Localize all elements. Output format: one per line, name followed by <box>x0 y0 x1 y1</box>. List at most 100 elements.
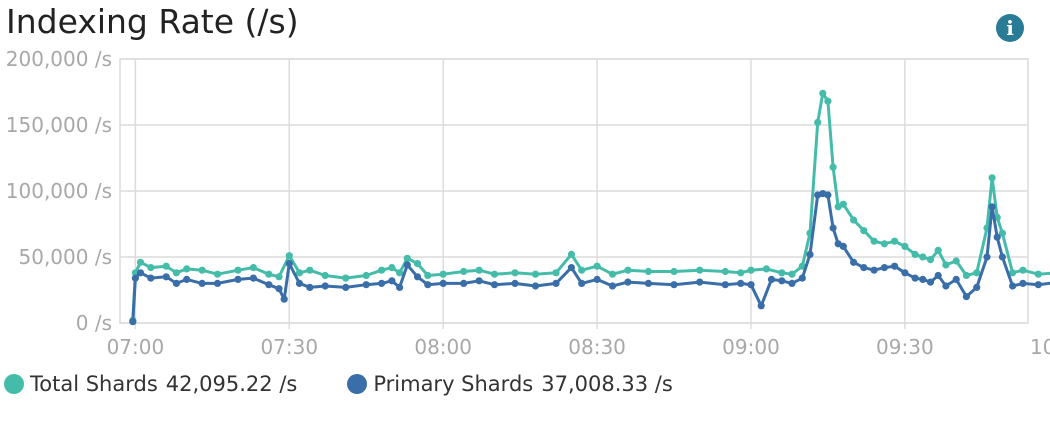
data-point-primary-shards <box>608 282 617 290</box>
x-tick-label: 08:00 <box>414 335 472 359</box>
data-point-total-shards <box>696 266 704 274</box>
legend-value-total: 42,095.22 /s <box>165 372 298 396</box>
data-point-primary-shards <box>131 274 139 282</box>
data-point-primary-shards <box>962 293 971 301</box>
data-point-primary-shards <box>593 275 601 283</box>
data-point-total-shards <box>593 262 601 270</box>
data-point-total-shards <box>136 258 145 266</box>
data-point-total-shards <box>172 269 180 277</box>
data-point-primary-shards <box>1034 281 1042 289</box>
data-point-primary-shards <box>439 279 447 287</box>
data-point-total-shards <box>162 262 170 270</box>
data-point-total-shards <box>490 270 499 278</box>
info-circle-icon[interactable]: i <box>996 14 1024 42</box>
data-point-total-shards <box>942 261 950 269</box>
data-point-primary-shards <box>162 273 170 281</box>
data-point-primary-shards <box>624 278 632 286</box>
data-point-primary-shards <box>249 274 257 282</box>
data-point-primary-shards <box>198 279 206 287</box>
data-point-primary-shards <box>670 281 678 289</box>
data-point-primary-shards <box>737 279 745 287</box>
data-point-total-shards <box>839 200 847 208</box>
data-point-primary-shards <box>275 285 283 293</box>
data-point-total-shards <box>198 266 206 274</box>
data-point-total-shards <box>824 97 832 105</box>
legend-item-total-shards[interactable]: Total Shards 42,095.22 /s <box>4 372 297 396</box>
data-point-primary-shards <box>403 261 411 269</box>
data-point-total-shards <box>850 216 858 224</box>
data-point-total-shards <box>952 257 960 265</box>
data-point-primary-shards <box>798 274 806 282</box>
data-point-total-shards <box>531 270 540 278</box>
data-point-total-shards <box>644 267 653 276</box>
data-point-total-shards <box>880 240 889 248</box>
data-point-total-shards <box>721 267 729 276</box>
series-line-primary-shards <box>131 192 1050 322</box>
data-point-primary-shards <box>129 318 137 326</box>
data-point-total-shards <box>778 269 786 277</box>
data-point-primary-shards <box>183 275 191 283</box>
data-point-primary-shards <box>778 277 786 285</box>
y-tick-label: 200,000 /s <box>6 47 112 71</box>
data-point-total-shards <box>388 264 396 272</box>
data-point-primary-shards <box>234 275 242 283</box>
x-tick-label: 07:30 <box>260 335 318 359</box>
data-point-total-shards <box>988 174 996 182</box>
data-point-primary-shards <box>824 191 832 199</box>
data-point-total-shards <box>460 267 468 276</box>
data-point-total-shards <box>829 163 837 171</box>
data-point-total-shards <box>624 266 632 274</box>
data-point-primary-shards <box>306 283 314 291</box>
legend-swatch-primary <box>347 374 368 394</box>
data-point-primary-shards <box>919 275 927 283</box>
data-point-primary-shards <box>460 279 468 287</box>
data-point-primary-shards <box>285 260 293 268</box>
legend-swatch-total <box>4 374 24 394</box>
data-point-total-shards <box>973 269 981 277</box>
data-point-total-shards <box>378 266 386 274</box>
data-point-total-shards <box>919 253 927 261</box>
data-point-primary-shards <box>952 275 960 283</box>
data-point-total-shards <box>147 264 155 272</box>
data-point-primary-shards <box>396 283 404 291</box>
legend-item-primary-shards[interactable]: Primary Shards 37,008.33 /s <box>347 372 673 396</box>
data-point-total-shards <box>424 271 432 280</box>
data-point-primary-shards <box>901 269 909 277</box>
data-point-total-shards <box>234 266 242 274</box>
data-point-primary-shards <box>578 279 586 287</box>
y-tick-label: 0 /s <box>76 311 112 335</box>
data-point-total-shards <box>860 227 868 235</box>
data-point-total-shards <box>275 273 283 281</box>
data-point-total-shards <box>747 266 755 274</box>
data-point-primary-shards <box>880 264 889 272</box>
data-point-total-shards <box>413 260 422 268</box>
data-point-total-shards <box>342 274 350 282</box>
data-point-primary-shards <box>295 279 304 287</box>
data-point-total-shards <box>213 270 222 278</box>
data-point-primary-shards <box>362 281 370 289</box>
data-point-primary-shards <box>829 224 837 232</box>
data-point-primary-shards <box>891 262 899 270</box>
data-point-total-shards <box>901 242 909 250</box>
data-point-total-shards <box>608 270 617 278</box>
x-tick-label: 10:00 <box>1030 335 1050 359</box>
x-tick-label: 07:00 <box>107 335 165 359</box>
data-point-primary-shards <box>942 282 950 290</box>
data-point-primary-shards <box>747 281 755 289</box>
data-point-total-shards <box>362 271 370 280</box>
y-tick-label: 50,000 /s <box>19 245 113 269</box>
data-point-primary-shards <box>1009 282 1017 290</box>
data-point-primary-shards <box>988 203 996 211</box>
data-point-primary-shards <box>147 274 155 282</box>
data-point-primary-shards <box>321 282 329 290</box>
data-point-total-shards <box>891 237 899 245</box>
data-point-total-shards <box>1019 266 1027 274</box>
data-point-primary-shards <box>993 233 1001 241</box>
data-point-primary-shards <box>806 250 814 258</box>
data-point-primary-shards <box>911 274 919 282</box>
data-point-primary-shards <box>860 264 868 272</box>
data-point-primary-shards <box>926 278 935 286</box>
data-point-primary-shards <box>567 264 576 272</box>
data-point-primary-shards <box>388 277 396 285</box>
x-tick-label: 09:30 <box>876 335 934 359</box>
